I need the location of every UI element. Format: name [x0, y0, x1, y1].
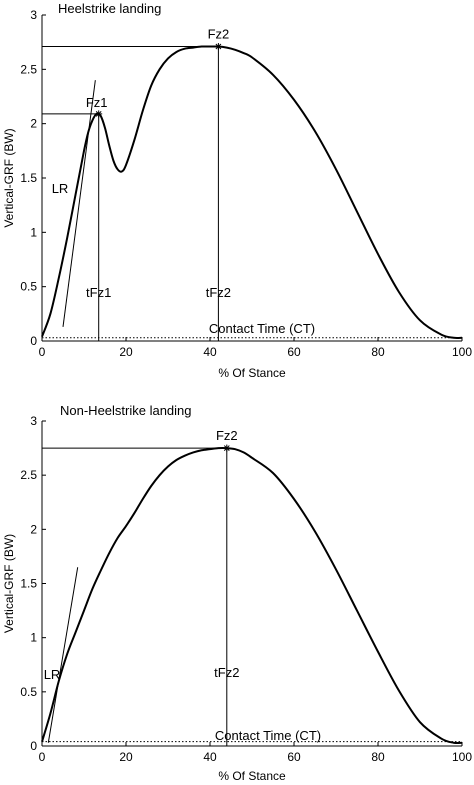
- peak-label: Fz2: [216, 428, 238, 443]
- vgrf-curve: [41, 45, 463, 339]
- panel-title: Non-Heelstrike landing: [60, 403, 192, 418]
- contact-time-label: Contact Time (CT): [209, 321, 315, 336]
- y-tick-label: 0: [30, 334, 37, 348]
- y-axis-title: Vertical-GRF (BW): [2, 534, 16, 633]
- peak-time-label: tFz2: [214, 665, 239, 680]
- peak-star-marker: [214, 43, 222, 51]
- x-tick-label: 40: [203, 345, 217, 359]
- vgrf-curve: [41, 446, 463, 745]
- y-tick-label: 2.5: [20, 468, 37, 482]
- peak-label: Fz2: [208, 27, 230, 42]
- x-tick-label: 20: [119, 750, 133, 764]
- x-tick-label: 60: [287, 345, 301, 359]
- x-tick-label: 100: [452, 345, 472, 359]
- x-tick-label: 60: [287, 750, 301, 764]
- peak-time-label: tFz2: [206, 285, 231, 300]
- contact-time-label: Contact Time (CT): [215, 728, 321, 743]
- loading-rate-label: LR: [52, 181, 69, 196]
- y-tick-label: 2.5: [20, 62, 37, 76]
- loading-rate-line: [62, 80, 96, 327]
- peak-label: Fz1: [86, 95, 108, 110]
- x-tick-label: 40: [203, 750, 217, 764]
- y-tick-label: 1.5: [20, 577, 37, 591]
- y-tick-label: 1: [30, 631, 37, 645]
- x-tick-label: 0: [39, 345, 46, 359]
- y-tick-label: 1: [30, 225, 37, 239]
- x-tick-label: 80: [371, 750, 385, 764]
- chart-panel-1: 0 0.5 1 1.5 2 2.5 3 0 20 40 60 80 100 % Of Stance Vert…: [2, 1, 472, 380]
- y-tick-label: 0.5: [20, 280, 37, 294]
- y-tick-label: 3: [30, 414, 37, 428]
- loading-rate-line: [47, 567, 79, 743]
- loading-rate-label: LR: [44, 667, 61, 682]
- x-axis-title: % Of Stance: [218, 769, 286, 783]
- x-axis-title: % Of Stance: [218, 366, 286, 380]
- y-tick-label: 0.5: [20, 685, 37, 699]
- y-tick-label: 1.5: [20, 171, 37, 185]
- y-tick-label: 2: [30, 117, 37, 131]
- peak-star-marker: [223, 444, 231, 452]
- x-tick-label: 80: [371, 345, 385, 359]
- y-tick-label: 3: [30, 8, 37, 22]
- chart-panel-2: 0 0.5 1 1.5 2 2.5 3 0 20 40 60 80 100 % Of Stance Vert…: [2, 403, 472, 783]
- peak-time-label: tFz1: [86, 285, 111, 300]
- x-tick-label: 100: [452, 750, 472, 764]
- y-axis-title: Vertical-GRF (BW): [2, 128, 16, 227]
- panel-title: Heelstrike landing: [58, 1, 161, 16]
- y-tick-label: 2: [30, 522, 37, 536]
- x-tick-label: 0: [39, 750, 46, 764]
- x-tick-label: 20: [119, 345, 133, 359]
- peak-star-marker: [95, 110, 103, 118]
- y-tick-label: 0: [30, 739, 37, 753]
